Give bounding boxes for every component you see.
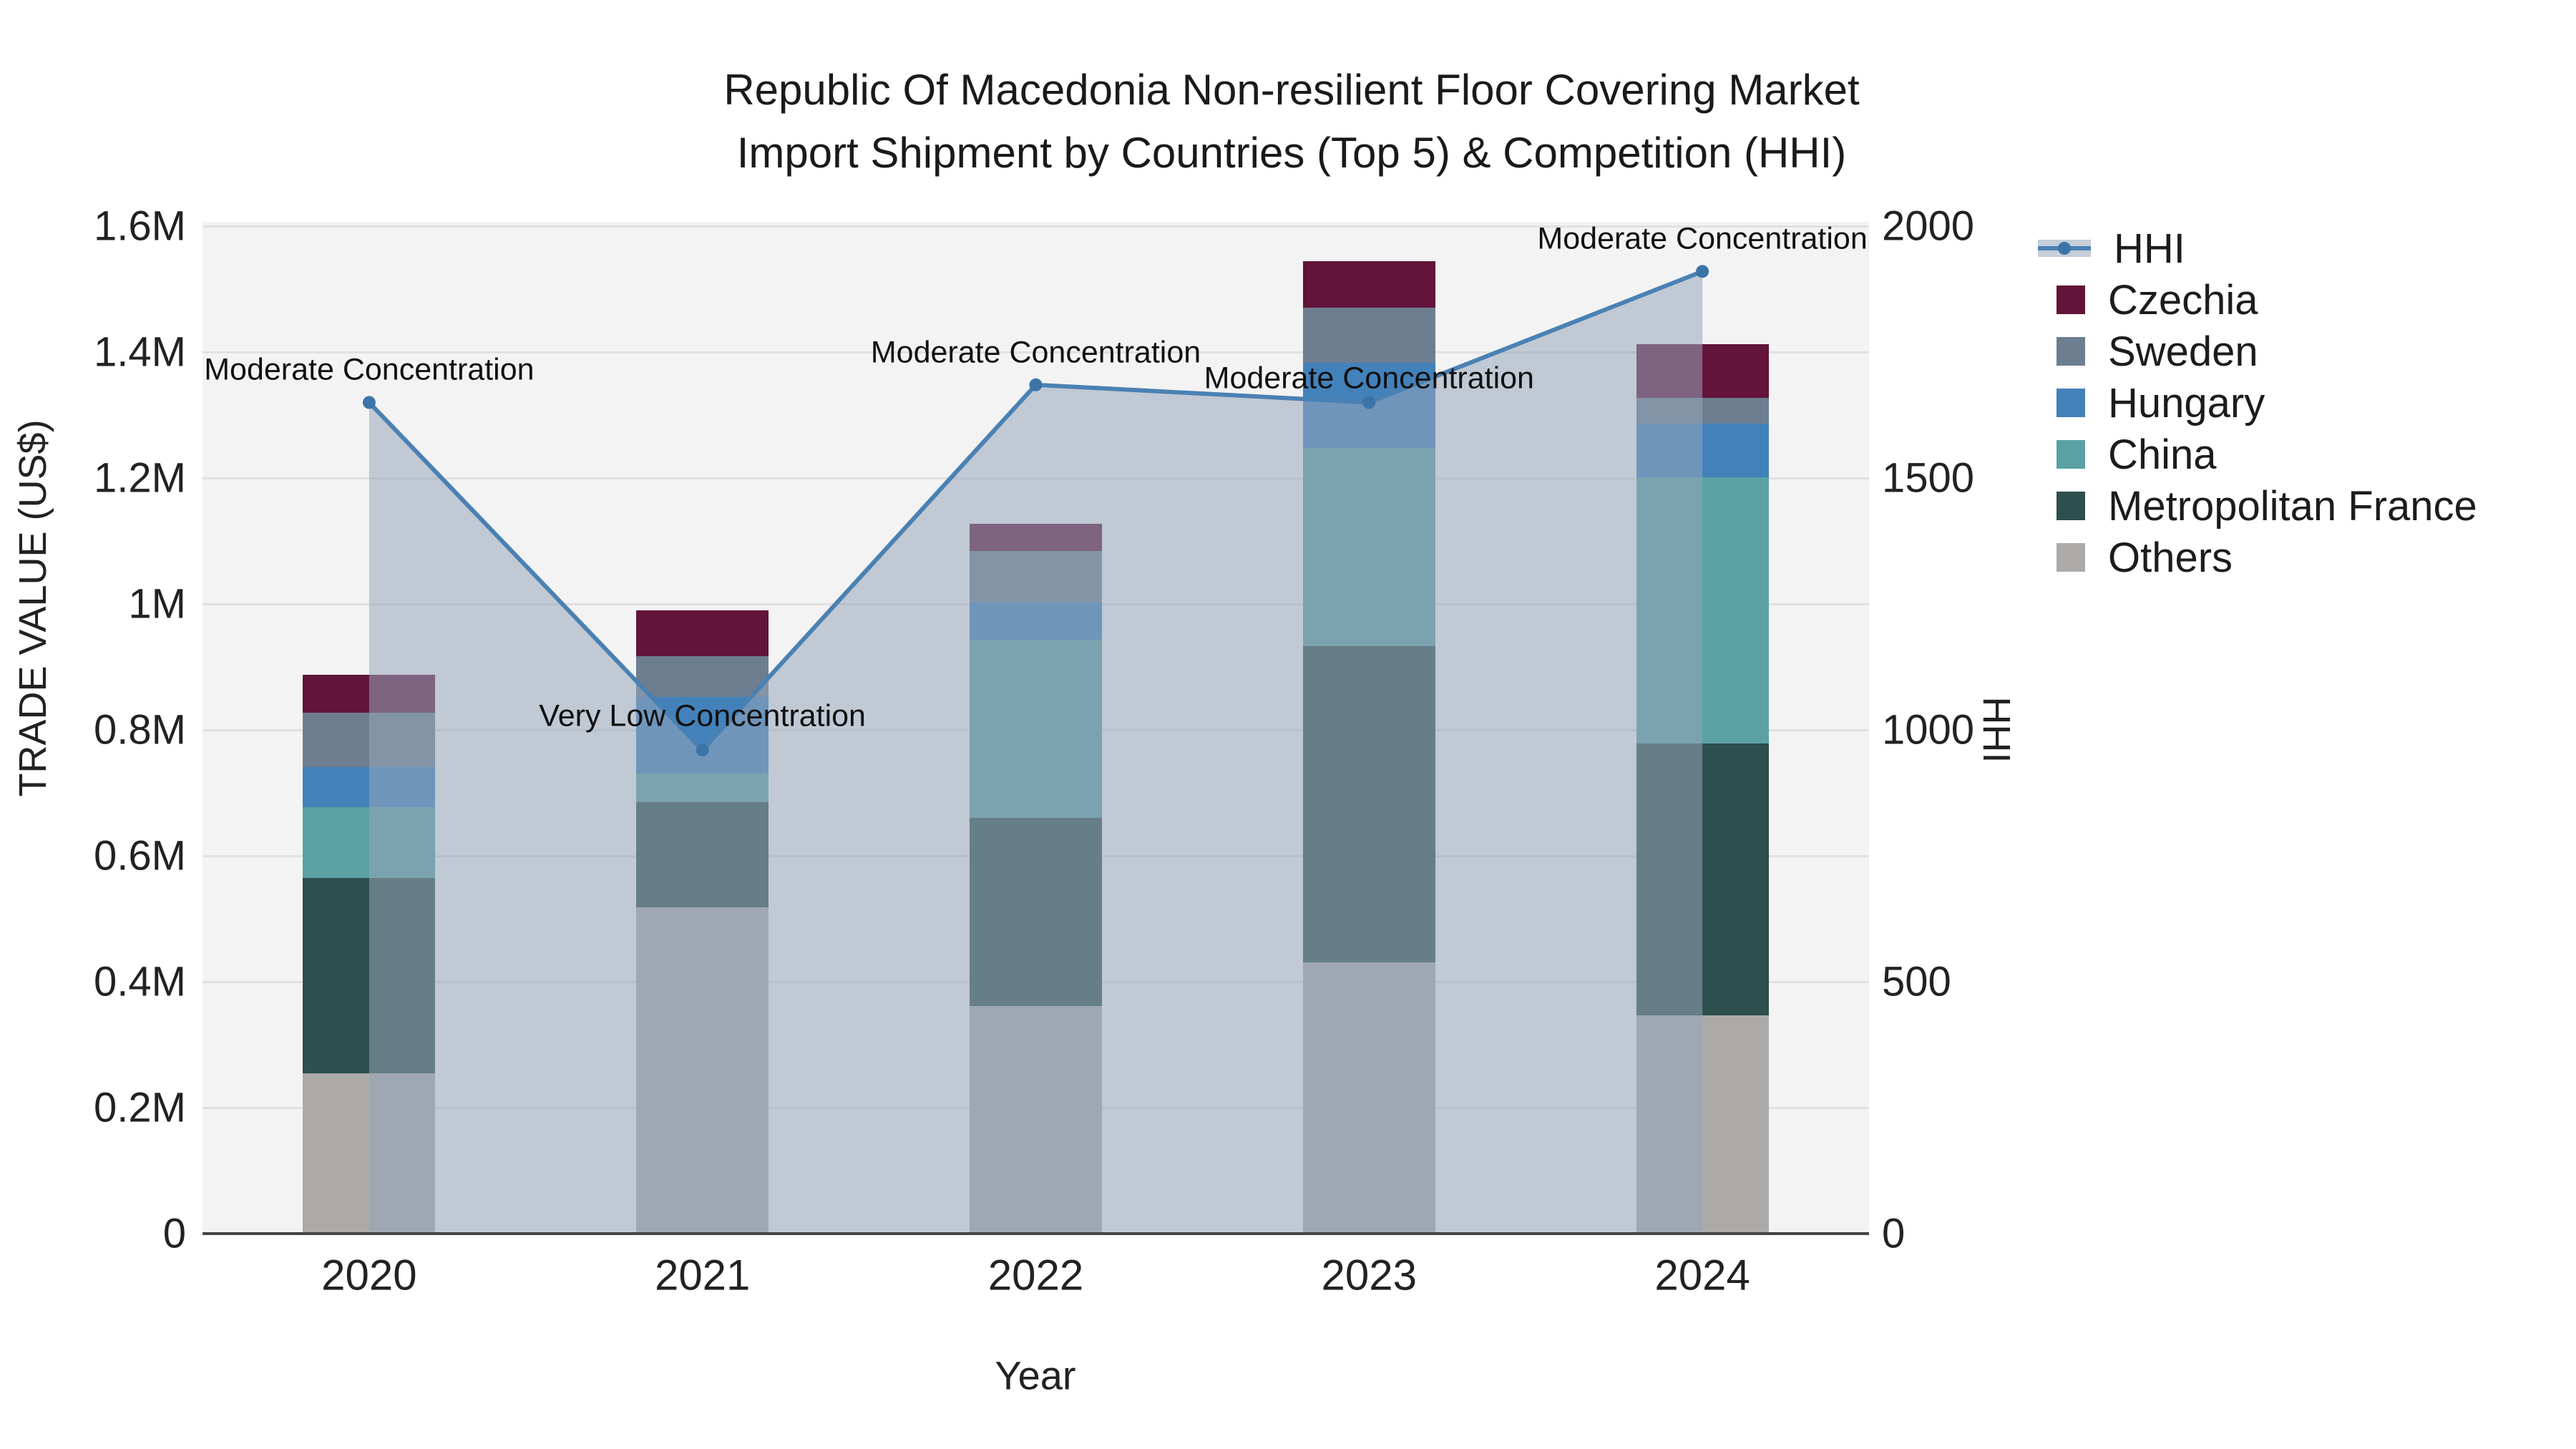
legend-swatch-czechia-icon xyxy=(2057,286,2085,314)
legend-label: Others xyxy=(2108,534,2233,581)
y-left-tick-0.8M: 0.8M xyxy=(94,706,186,753)
y-axis-right-title: HHI xyxy=(1975,696,2018,763)
legend-swatch-sweden-icon xyxy=(2057,337,2085,366)
y-right-tick-0: 0 xyxy=(1882,1210,1906,1257)
annotation-2024: Moderate Concentration xyxy=(1537,221,1868,256)
bar-segment-2023-czechia[interactable] xyxy=(1302,261,1435,308)
chart-title-line2: Import Shipment by Countries (Top 5) & C… xyxy=(736,129,1847,177)
annotation-2023: Moderate Concentration xyxy=(1204,361,1534,396)
chart-title-line1: Republic Of Macedonia Non-resilient Floo… xyxy=(723,66,1860,114)
y-left-tick-1M: 1M xyxy=(128,580,186,628)
x-tick-2021: 2021 xyxy=(654,1251,751,1299)
y-axis-left-title: TRADE VALUE (US$) xyxy=(11,419,54,797)
legend-item-sweden[interactable]: Sweden xyxy=(2038,326,2477,377)
hhi-marker-2021[interactable] xyxy=(696,743,709,757)
bar-segment-2021-czechia[interactable] xyxy=(636,610,769,657)
y-left-tick-0.2M: 0.2M xyxy=(94,1084,186,1131)
x-tick-2024: 2024 xyxy=(1654,1251,1750,1299)
bar-segment-2023-sweden[interactable] xyxy=(1302,308,1435,363)
legend-label: HHI xyxy=(2114,225,2185,272)
legend-item-metropolitan-france[interactable]: Metropolitan France xyxy=(2038,480,2477,532)
gridline-1.6M xyxy=(203,225,1869,228)
y-left-tick-1.4M: 1.4M xyxy=(94,328,186,376)
legend-label: Sweden xyxy=(2108,328,2258,375)
hhi-marker-2023[interactable] xyxy=(1362,396,1376,409)
legend-item-hhi[interactable]: HHI xyxy=(2038,223,2477,274)
y-right-tick-1500: 1500 xyxy=(1882,454,1975,502)
legend-label: China xyxy=(2108,431,2217,478)
x-axis-line xyxy=(203,1232,1869,1235)
x-axis-title: Year xyxy=(995,1352,1076,1398)
gridline-1.4M xyxy=(203,351,1869,353)
legend: HHI Czechia Sweden Hungary China Metropolitan… xyxy=(2038,223,2477,583)
y-right-tick-2000: 2000 xyxy=(1882,203,1975,250)
hhi-marker-2022[interactable] xyxy=(1029,378,1043,391)
y-left-tick-1.2M: 1.2M xyxy=(94,454,186,502)
y-left-tick-1.6M: 1.6M xyxy=(94,203,186,250)
bar-segment-2021-sweden[interactable] xyxy=(636,656,769,698)
legend-swatch-others-icon xyxy=(2057,543,2085,572)
y-right-tick-500: 500 xyxy=(1882,958,1951,1005)
hhi-area-fill xyxy=(369,271,1703,1234)
legend-item-czechia[interactable]: Czechia xyxy=(2038,274,2477,326)
legend-swatch-china-icon xyxy=(2057,440,2085,469)
hhi-marker-2020[interactable] xyxy=(362,396,376,409)
y-left-tick-0.6M: 0.6M xyxy=(94,832,186,879)
annotation-2022: Moderate Concentration xyxy=(870,335,1201,370)
legend-item-others[interactable]: Others xyxy=(2038,532,2477,583)
legend-label: Czechia xyxy=(2108,276,2258,323)
legend-swatch-hhi-line-icon xyxy=(2038,240,2091,257)
plot-area: Moderate Concentration Very Low Concentra… xyxy=(203,222,1869,1234)
x-tick-2022: 2022 xyxy=(987,1251,1084,1299)
legend-item-hungary[interactable]: Hungary xyxy=(2038,377,2477,429)
x-tick-2020: 2020 xyxy=(321,1251,417,1299)
hhi-marker-2024[interactable] xyxy=(1696,265,1709,278)
annotation-2020: Moderate Concentration xyxy=(204,352,535,387)
legend-label: Hungary xyxy=(2108,379,2265,426)
annotation-2021: Very Low Concentration xyxy=(539,698,866,733)
x-tick-2023: 2023 xyxy=(1321,1251,1418,1299)
legend-swatch-hungary-icon xyxy=(2057,389,2085,417)
y-left-tick-0: 0 xyxy=(162,1210,186,1257)
hhi-line-overlay xyxy=(362,265,1709,1234)
legend-item-china[interactable]: China xyxy=(2038,429,2477,480)
y-left-tick-0.4M: 0.4M xyxy=(94,958,186,1005)
y-right-tick-1000: 1000 xyxy=(1882,706,1975,753)
legend-swatch-metropolitan-france-icon xyxy=(2057,492,2085,520)
chart-title: Republic Of Macedonia Non-resilient Floo… xyxy=(723,59,1859,185)
legend-label: Metropolitan France xyxy=(2108,482,2477,530)
